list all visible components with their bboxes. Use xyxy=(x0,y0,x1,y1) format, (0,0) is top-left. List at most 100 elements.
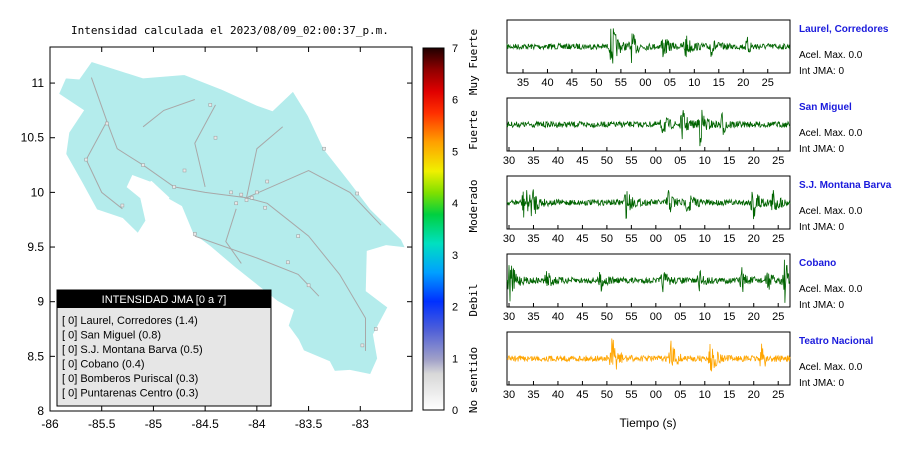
trace-x-tick-label: 40 xyxy=(552,155,564,167)
trace-x-tick-label: 55 xyxy=(615,77,627,89)
trace-x-tick-label: 40 xyxy=(552,389,564,401)
waveform-line xyxy=(506,28,791,64)
legend-header xyxy=(57,290,271,308)
trace-x-tick-label: 50 xyxy=(601,389,613,401)
map-x-tick-label: -84.5 xyxy=(191,417,219,431)
town-marker xyxy=(249,196,254,200)
colorbar-level-label: Moderado xyxy=(467,180,480,233)
road-line xyxy=(225,208,242,264)
trace-x-tick-label: 40 xyxy=(552,311,564,323)
map-x-tick-label: -86 xyxy=(41,417,59,431)
colorbar-labels: No sentido Debil Moderado Fuerte Muy Fuerte xyxy=(467,29,480,413)
seismogram-panel: 30 35 40 45 50 55 00 05 10 15 20 25 Teatro Nacional A… xyxy=(503,331,873,401)
trace-x-tick-label: 40 xyxy=(552,233,564,245)
trace-x-tick-label: 45 xyxy=(566,77,578,89)
legend-item: [ 0] Puntarenas Centro (0.3) xyxy=(62,388,198,400)
map-x-tick-label: -84 xyxy=(248,417,266,431)
waveform-line xyxy=(506,189,791,220)
legend-item: [ 0] Cobano (0.4) xyxy=(62,359,145,371)
town-marker xyxy=(120,203,125,208)
station-accel: Acel. Max. 0.0 xyxy=(799,206,863,217)
trace-x-tick-label: 30 xyxy=(503,155,515,167)
station-jma: Int JMA: 0 xyxy=(799,378,844,389)
station-jma: Int JMA: 0 xyxy=(799,222,844,233)
station-accel: Acel. Max. 0.0 xyxy=(799,284,863,295)
trace-x-tick-label: 05 xyxy=(664,77,676,89)
seismogram-panel: 35 40 45 50 55 00 05 10 15 20 25 Laurel, Corredores… xyxy=(506,19,889,89)
trace-x-tick-label: 55 xyxy=(625,389,637,401)
seismogram-panel: 30 35 40 45 50 55 00 05 10 15 20 25 Cobano Acel. Max.… xyxy=(503,253,863,323)
town-marker xyxy=(208,103,213,107)
legend-item: [ 0] S.J. Montana Barva (0.5) xyxy=(62,344,203,356)
station-name: Cobano xyxy=(799,258,836,269)
intensity-legend: INTENSIDAD JMA [0 a 7] [ 0] Laurel, Corr… xyxy=(56,289,272,407)
road-line xyxy=(194,104,216,188)
legend-item: [ 0] San Miguel (0.8) xyxy=(62,330,161,342)
town-marker xyxy=(172,185,176,189)
trace-x-tick-label: 30 xyxy=(503,233,515,245)
station-name: Teatro Nacional xyxy=(799,336,873,347)
colorbar-ramp xyxy=(422,47,445,411)
town-marker xyxy=(296,234,300,238)
map-x-axis: -86 -85.5 -85 -84.5 -84 -83.5 -83 xyxy=(41,47,369,431)
town-marker xyxy=(374,327,378,331)
town-marker xyxy=(244,198,249,202)
map-y-tick-label: 9 xyxy=(37,295,44,309)
trace-x-tick-label: 30 xyxy=(503,389,515,401)
town-marker xyxy=(286,260,290,265)
station-accel: Acel. Max. 0.0 xyxy=(799,50,863,61)
colorbar-tick-label: 1 xyxy=(452,353,458,365)
trace-x-tick-label: 20 xyxy=(737,77,749,89)
trace-x-tick-label: 40 xyxy=(541,77,553,89)
waveform-line xyxy=(506,109,791,147)
map-x-tick-label: -83 xyxy=(352,417,370,431)
seismogram-panel: 30 35 40 45 50 55 00 05 10 15 20 25 S.J. Montana Bar… xyxy=(503,175,892,245)
town-marker xyxy=(229,190,233,195)
trace-x-tick-label: 25 xyxy=(772,155,784,167)
colorbar-level-label: Fuerte xyxy=(467,110,480,150)
station-jma: Int JMA: 0 xyxy=(799,66,844,77)
colorbar-tick-label: 7 xyxy=(452,43,458,55)
trace-x-tick-label: 05 xyxy=(674,155,686,167)
town-marker xyxy=(193,232,197,236)
trace-x-tick-label: 20 xyxy=(748,155,760,167)
trace-x-tick-label: 05 xyxy=(674,389,686,401)
town-marker xyxy=(322,146,326,151)
colorbar-level-label: No sentido xyxy=(467,347,480,413)
trace-x-tick-label: 10 xyxy=(699,155,711,167)
trace-x-tick-label: 00 xyxy=(650,311,662,323)
map-x-tick-label: -85.5 xyxy=(88,417,116,431)
road-line xyxy=(142,99,195,128)
x-axis-label: Tiempo (s) xyxy=(620,416,677,430)
colorbar-tick-label: 3 xyxy=(452,250,458,262)
waveform-line xyxy=(506,338,791,372)
town-marker xyxy=(234,201,238,206)
map-y-tick-label: 10 xyxy=(31,185,45,199)
trace-x-tick-label: 50 xyxy=(590,77,602,89)
trace-x-tick-label: 50 xyxy=(601,311,613,323)
trace-x-tick-label: 10 xyxy=(688,77,700,89)
trace-x-tick-label: 15 xyxy=(723,311,735,323)
station-jma: Int JMA: 0 xyxy=(799,300,844,311)
trace-x-tick-label: 15 xyxy=(723,155,735,167)
trace-x-tick-label: 10 xyxy=(699,233,711,245)
colorbar-tick-label: 5 xyxy=(452,146,458,158)
trace-x-tick-label: 15 xyxy=(723,233,735,245)
trace-x-tick-label: 05 xyxy=(674,233,686,245)
map-y-tick-label: 8.5 xyxy=(27,349,44,363)
trace-x-tick-label: 55 xyxy=(625,233,637,245)
map-x-tick-label: -85 xyxy=(145,417,163,431)
road-line xyxy=(246,169,382,226)
town-marker xyxy=(265,179,269,184)
colorbar-tick-label: 4 xyxy=(452,198,458,210)
town-marker xyxy=(239,192,244,197)
trace-x-tick-label: 30 xyxy=(503,311,515,323)
legend-items: [ 0] Laurel, Corredores (1.4) [ 0] San Mi… xyxy=(62,315,203,400)
town-marker xyxy=(213,135,218,140)
trace-x-tick-label: 55 xyxy=(625,155,637,167)
legend-item: [ 0] Laurel, Corredores (1.4) xyxy=(62,315,198,327)
town-marker xyxy=(263,205,267,210)
trace-x-tick-label: 20 xyxy=(748,389,760,401)
station-jma: Int JMA: 0 xyxy=(799,144,844,155)
